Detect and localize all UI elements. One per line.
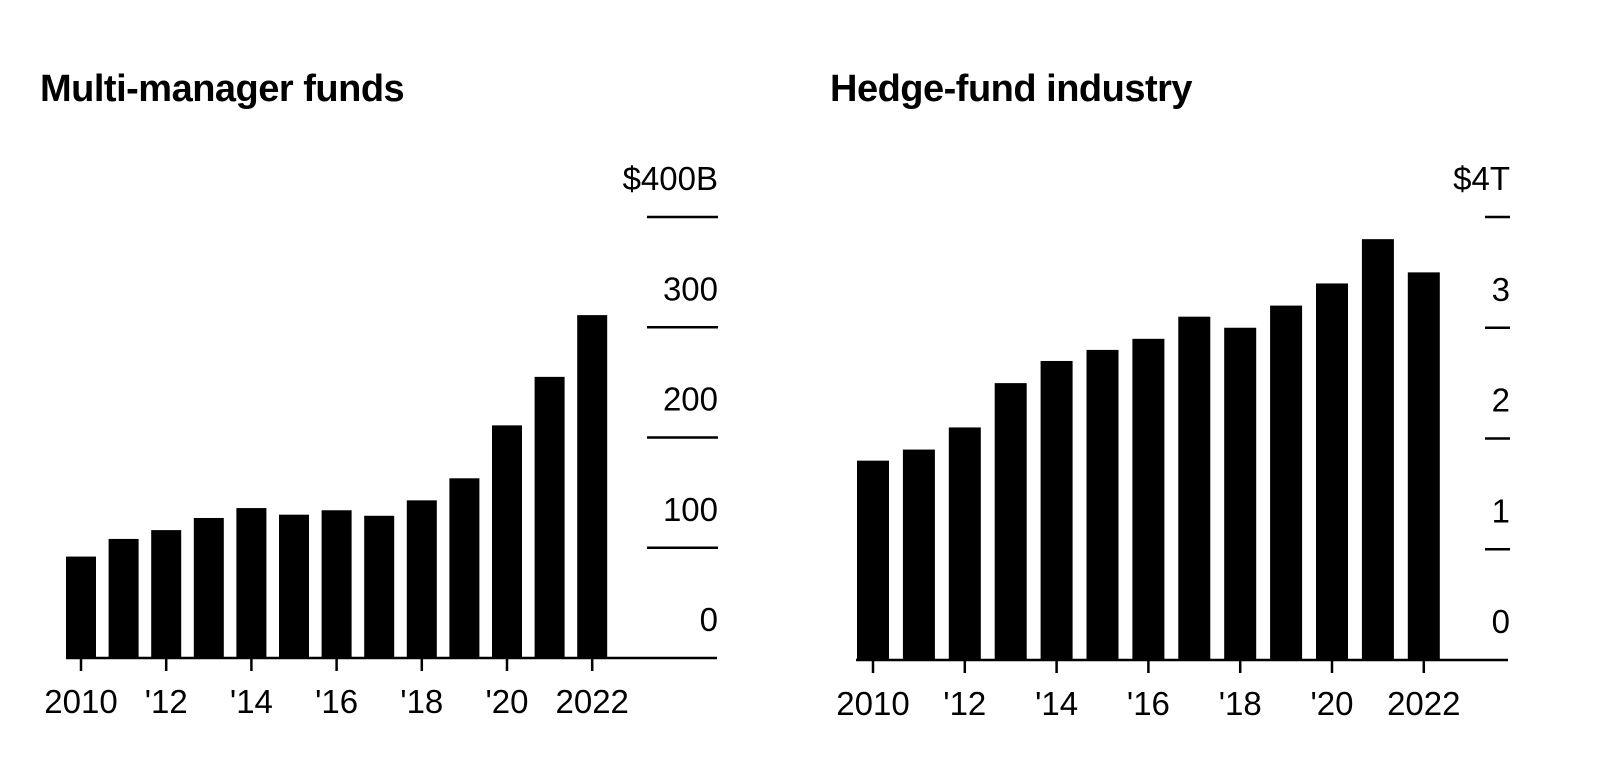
x-tick-label: '16 <box>1127 685 1170 722</box>
y-tick-label: $4T <box>1453 160 1510 197</box>
bar-2020 <box>1316 283 1348 660</box>
bar-2014 <box>236 508 267 658</box>
chart-title: Hedge-fund industry <box>830 68 1193 110</box>
y-tick-label: 2 <box>1492 382 1510 419</box>
bar-2013 <box>994 383 1027 660</box>
bar-2011 <box>108 538 139 658</box>
bar-2015 <box>1086 349 1119 660</box>
x-tick-label: '14 <box>1035 685 1078 722</box>
bar-2020 <box>492 425 522 658</box>
x-tick-label: '14 <box>230 683 273 720</box>
x-tick-label: '12 <box>943 685 986 722</box>
y-tick-label: $400B <box>623 160 718 197</box>
x-tick-label: '12 <box>145 683 188 720</box>
bar-2017 <box>1178 316 1211 660</box>
chart-multi-manager-funds: Multi-manager funds 0 100 200 300 $400B 2010 '… <box>40 68 718 720</box>
bar-2019 <box>1270 305 1303 660</box>
x-tick-label: '20 <box>1310 685 1353 722</box>
bar-2012 <box>151 530 182 658</box>
bar-2016 <box>1132 338 1165 660</box>
y-tick-label: 200 <box>663 381 718 418</box>
bar-2017 <box>364 515 395 658</box>
y-tick-label: 300 <box>663 270 718 307</box>
chart-title: Multi-manager funds <box>40 68 405 110</box>
bar-2010 <box>857 460 889 660</box>
bar-2013 <box>193 517 224 658</box>
bar-2019 <box>449 478 480 658</box>
y-tick-label: 1 <box>1492 492 1510 529</box>
x-tick-label: '20 <box>485 683 528 720</box>
bar-2018 <box>1224 327 1257 660</box>
x-tick-label: 2022 <box>1387 685 1460 722</box>
x-tick-label: 2010 <box>44 683 117 720</box>
bar-2016 <box>321 510 352 658</box>
x-tick-label: '16 <box>315 683 358 720</box>
y-tick-label: 0 <box>1492 603 1510 640</box>
x-tick-label: 2022 <box>555 683 628 720</box>
bar-2021 <box>1361 239 1394 660</box>
y-tick-label: 100 <box>663 491 718 528</box>
bar-2014 <box>1040 360 1073 660</box>
bar-2011 <box>902 449 935 660</box>
x-tick-label: '18 <box>1219 685 1262 722</box>
bar-2010 <box>66 556 96 658</box>
hedge-fund-chart-canvas: 0 1 2 3 $4T 2010 '12 '14 '16 '18 '20 2022 <box>836 160 1510 722</box>
x-tick-label: 2010 <box>836 685 909 722</box>
bar-2012 <box>948 427 981 660</box>
bar-2018 <box>406 500 437 658</box>
multi-manager-chart-canvas: 0 100 200 300 $400B 2010 '12 '14 '16 '18 '20 2022 <box>44 160 718 720</box>
bar-2022 <box>1407 272 1440 660</box>
chart-hedge-fund-industry: Hedge-fund industry 0 1 2 3 $4T 2010 '12 '14 '16… <box>800 0 1600 765</box>
x-tick-label: '18 <box>400 683 443 720</box>
bar-2015 <box>279 514 309 658</box>
bar-2021 <box>534 376 565 658</box>
y-tick-label: 0 <box>700 601 718 638</box>
bar-2022 <box>577 315 608 658</box>
y-tick-label: 3 <box>1492 271 1510 308</box>
